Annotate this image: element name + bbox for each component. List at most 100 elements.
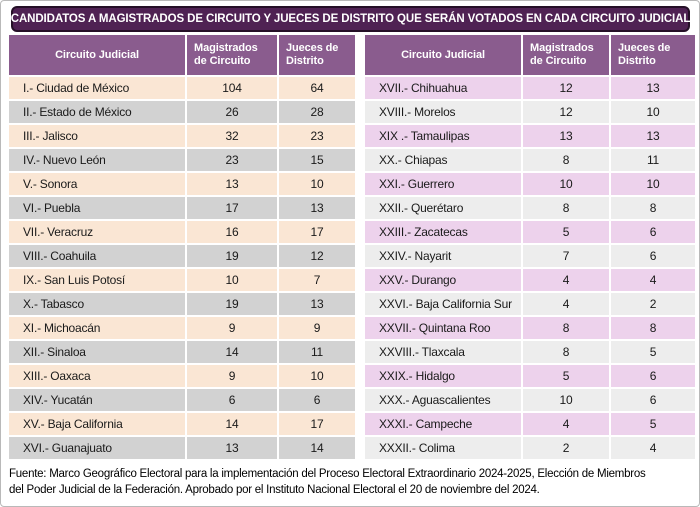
right-row-circuito: XXIX.- Hidalgo [365,365,521,387]
row-gap [357,197,363,219]
row-gap [357,221,363,243]
left-row-magistrados: 13 [187,437,277,459]
table-grid: Circuito Judicial Magistrados de Circuit… [1,35,699,459]
left-row-jueces: 23 [279,125,355,147]
row-gap [357,77,363,99]
left-row-jueces: 14 [279,437,355,459]
row-gap [357,245,363,267]
right-row-magistrados: 8 [523,197,609,219]
left-row-jueces: 15 [279,149,355,171]
right-row-jueces: 6 [611,245,695,267]
left-row-magistrados: 17 [187,197,277,219]
left-row-jueces: 7 [279,269,355,291]
right-row-circuito: XVIII.- Morelos [365,101,521,123]
left-row-magistrados: 32 [187,125,277,147]
source-note-line2: del Poder Judicial de la Federación. Apr… [9,483,540,496]
left-header-magistrados: Magistrados de Circuito [187,35,277,75]
left-row-circuito: XII.- Sinaloa [9,341,185,363]
left-row-circuito: IX.- San Luis Potosí [9,269,185,291]
right-row-circuito: XXXII.- Colima [365,437,521,459]
left-row-circuito: II.- Estado de México [9,101,185,123]
right-row-magistrados: 4 [523,293,609,315]
right-row-circuito: XXVII.- Quintana Roo [365,317,521,339]
left-row-magistrados: 13 [187,173,277,195]
left-row-magistrados: 9 [187,365,277,387]
left-row-magistrados: 14 [187,413,277,435]
left-row-magistrados: 104 [187,77,277,99]
right-row-circuito: XXII.- Querétaro [365,197,521,219]
right-row-jueces: 13 [611,125,695,147]
right-row-magistrados: 12 [523,101,609,123]
right-row-jueces: 5 [611,341,695,363]
left-row-jueces: 11 [279,341,355,363]
right-row-magistrados: 5 [523,365,609,387]
left-row-magistrados: 14 [187,341,277,363]
left-row-circuito: VII.- Veracruz [9,221,185,243]
left-row-magistrados: 6 [187,389,277,411]
left-row-circuito: XV.- Baja California [9,413,185,435]
right-row-jueces: 6 [611,389,695,411]
left-row-circuito: V.- Sonora [9,173,185,195]
left-header-circuito: Circuito Judicial [9,35,185,75]
right-row-magistrados: 8 [523,149,609,171]
right-row-circuito: XX.- Chiapas [365,149,521,171]
source-note-line1: Fuente: Marco Geográfico Electoral para … [9,468,646,480]
right-row-circuito: XXIV.- Nayarit [365,245,521,267]
right-header-jueces: Jueces de Distrito [611,35,695,75]
left-row-jueces: 17 [279,221,355,243]
left-row-circuito: XIV.- Yucatán [9,389,185,411]
row-gap [357,173,363,195]
right-row-magistrados: 13 [523,125,609,147]
left-row-magistrados: 26 [187,101,277,123]
right-row-jueces: 5 [611,413,695,435]
left-row-jueces: 28 [279,101,355,123]
left-row-circuito: IV.- Nuevo León [9,149,185,171]
row-gap [357,317,363,339]
row-gap [357,101,363,123]
right-row-magistrados: 8 [523,317,609,339]
left-row-circuito: VI.- Puebla [9,197,185,219]
left-row-jueces: 64 [279,77,355,99]
row-gap [357,437,363,459]
row-gap [357,341,363,363]
right-row-jueces: 6 [611,221,695,243]
left-row-circuito: X.- Tabasco [9,293,185,315]
page-title: CANDIDATOS A MAGISTRADOS DE CIRCUITO Y J… [11,6,690,32]
right-row-magistrados: 5 [523,221,609,243]
right-row-circuito: XXV.- Durango [365,269,521,291]
right-row-circuito: XXVI.- Baja California Sur [365,293,521,315]
row-gap [357,125,363,147]
right-row-circuito: XXX.- Aguascalientes [365,389,521,411]
row-gap [357,269,363,291]
row-gap [357,149,363,171]
left-row-magistrados: 9 [187,317,277,339]
right-row-jueces: 10 [611,173,695,195]
left-row-circuito: XI.- Michoacán [9,317,185,339]
right-row-jueces: 2 [611,293,695,315]
right-row-jueces: 4 [611,269,695,291]
row-gap [357,389,363,411]
right-header-magistrados: Magistrados de Circuito [523,35,609,75]
right-row-magistrados: 8 [523,341,609,363]
right-row-circuito: XXXI.- Campeche [365,413,521,435]
right-row-circuito: XXVIII.- Tlaxcala [365,341,521,363]
left-row-magistrados: 19 [187,245,277,267]
left-row-circuito: XIII.- Oaxaca [9,365,185,387]
source-note: Fuente: Marco Geográfico Electoral para … [9,467,691,498]
right-row-magistrados: 12 [523,77,609,99]
right-row-jueces: 13 [611,77,695,99]
right-row-circuito: XXIII.- Zacatecas [365,221,521,243]
left-row-jueces: 10 [279,173,355,195]
right-row-jueces: 11 [611,149,695,171]
right-row-jueces: 10 [611,101,695,123]
row-gap [357,293,363,315]
right-row-jueces: 6 [611,365,695,387]
header-gap [357,35,363,75]
left-row-magistrados: 10 [187,269,277,291]
row-gap [357,365,363,387]
left-row-circuito: VIII.- Coahuila [9,245,185,267]
right-row-magistrados: 10 [523,173,609,195]
left-row-jueces: 12 [279,245,355,267]
right-row-magistrados: 7 [523,245,609,267]
